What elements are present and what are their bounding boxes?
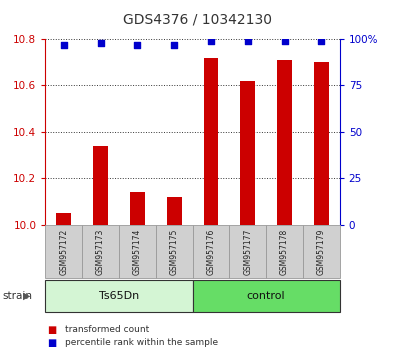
Bar: [193, 225, 229, 278]
Bar: [45, 225, 82, 278]
Text: GSM957177: GSM957177: [243, 228, 252, 275]
Text: GSM957172: GSM957172: [59, 229, 68, 275]
Text: GSM957178: GSM957178: [280, 229, 289, 275]
Bar: [266, 225, 303, 278]
Text: transformed count: transformed count: [65, 325, 149, 335]
Bar: [229, 225, 266, 278]
Bar: [167, 197, 182, 225]
Bar: [156, 225, 193, 278]
Bar: [119, 225, 156, 278]
Text: control: control: [247, 291, 286, 301]
Point: [318, 38, 324, 44]
Point: [134, 42, 141, 47]
Text: GSM957173: GSM957173: [96, 228, 105, 275]
Bar: [56, 213, 71, 225]
Text: GSM957179: GSM957179: [317, 228, 326, 275]
Bar: [130, 192, 145, 225]
Text: ▶: ▶: [23, 291, 30, 301]
Bar: [277, 60, 292, 225]
Bar: [93, 146, 108, 225]
Text: Ts65Dn: Ts65Dn: [99, 291, 139, 301]
Point: [245, 38, 251, 44]
Text: strain: strain: [2, 291, 32, 301]
Point: [171, 42, 177, 47]
Text: GSM957174: GSM957174: [133, 228, 142, 275]
Bar: [241, 81, 255, 225]
Text: percentile rank within the sample: percentile rank within the sample: [65, 338, 218, 347]
Text: ■: ■: [47, 325, 56, 335]
Bar: [303, 225, 340, 278]
Point: [98, 40, 104, 45]
Text: GDS4376 / 10342130: GDS4376 / 10342130: [123, 12, 272, 27]
Bar: [193, 280, 340, 312]
Point: [208, 38, 214, 44]
Bar: [45, 280, 193, 312]
Bar: [314, 62, 329, 225]
Text: GSM957176: GSM957176: [207, 228, 215, 275]
Bar: [203, 57, 218, 225]
Text: ■: ■: [47, 338, 56, 348]
Bar: [82, 225, 119, 278]
Point: [61, 42, 67, 47]
Text: GSM957175: GSM957175: [170, 228, 179, 275]
Point: [281, 38, 288, 44]
